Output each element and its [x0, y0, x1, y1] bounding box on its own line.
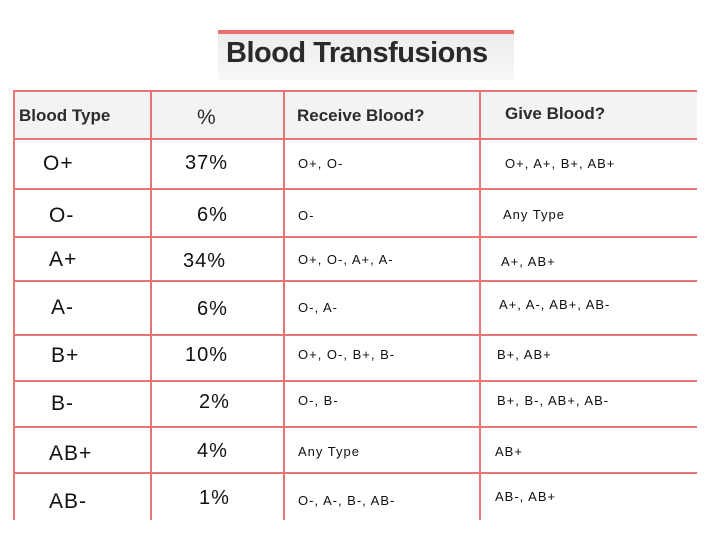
row-divider [13, 188, 697, 190]
header-row-background [15, 92, 697, 138]
table-border-left [13, 90, 15, 520]
percent-cell: 1% [199, 487, 230, 509]
blood-transfusion-table: Blood Type % Receive Blood? Give Blood? … [13, 90, 697, 520]
percent-cell: 37% [185, 152, 229, 174]
percent-cell: 34% [183, 250, 227, 272]
header-give-blood: Give Blood? [505, 104, 606, 123]
blood-type-cell: AB+ [49, 442, 93, 465]
receive-cell: O-, A-, B-, AB- [298, 493, 396, 508]
give-cell: B+, AB+ [497, 347, 552, 362]
receive-cell: Any Type [298, 444, 360, 459]
row-divider [13, 380, 697, 382]
percent-cell: 6% [197, 204, 228, 226]
percent-cell: 6% [197, 298, 228, 320]
blood-type-cell: A- [51, 296, 74, 319]
header-divider [13, 138, 697, 140]
percent-cell: 4% [197, 440, 228, 462]
give-cell: AB-, AB+ [495, 489, 557, 504]
title-band [218, 30, 514, 80]
blood-type-cell: O+ [43, 152, 74, 175]
header-percent: % [197, 106, 216, 129]
blood-type-cell: B+ [51, 344, 80, 367]
row-divider [13, 280, 697, 282]
percent-cell: 10% [185, 344, 229, 366]
column-divider [150, 90, 152, 520]
receive-cell: O-, B- [298, 393, 339, 408]
row-divider [13, 236, 697, 238]
give-cell: A+, AB+ [501, 254, 556, 269]
page-title: Blood Transfusions [226, 37, 488, 69]
row-divider [13, 472, 697, 474]
blood-type-cell: AB- [49, 490, 88, 513]
give-cell: B+, B-, AB+, AB- [497, 393, 610, 408]
column-divider [479, 90, 481, 520]
blood-type-cell: A+ [49, 248, 78, 271]
give-cell: AB+ [495, 444, 523, 459]
give-cell: O+, A+, B+, AB+ [505, 156, 616, 171]
column-divider [283, 90, 285, 520]
row-divider [13, 334, 697, 336]
blood-type-cell: O- [49, 204, 75, 227]
receive-cell: O+, O-, B+, B- [298, 347, 396, 362]
title-underline [218, 30, 514, 34]
receive-cell: O+, O-, A+, A- [298, 252, 394, 267]
receive-cell: O+, O- [298, 156, 344, 171]
receive-cell: O- [298, 208, 315, 223]
give-cell: Any Type [503, 207, 565, 222]
give-cell: A+, A-, AB+, AB- [499, 297, 611, 312]
receive-cell: O-, A- [298, 300, 338, 315]
header-blood-type: Blood Type [19, 106, 111, 125]
row-divider [13, 426, 697, 428]
header-receive-blood: Receive Blood? [297, 106, 425, 125]
blood-type-cell: B- [51, 392, 74, 415]
percent-cell: 2% [199, 391, 230, 413]
table-border-top [13, 90, 697, 92]
